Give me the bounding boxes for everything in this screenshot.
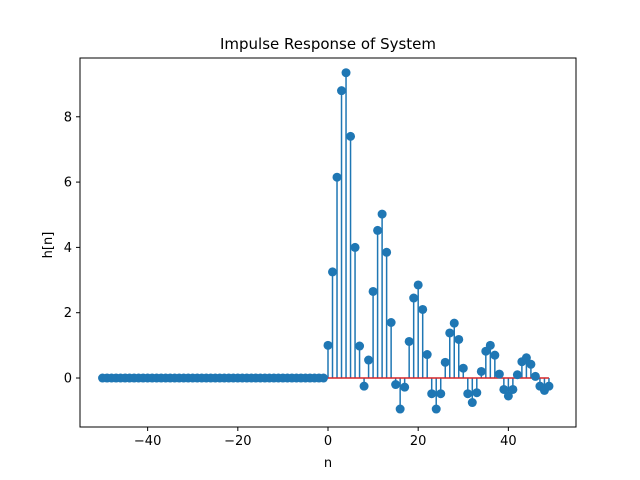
y-tick-label: 0	[64, 372, 72, 387]
x-tick-label: 40	[500, 434, 517, 449]
data-point	[346, 131, 356, 141]
data-point	[373, 225, 383, 235]
data-point	[436, 389, 446, 399]
data-point	[440, 357, 450, 367]
data-point	[490, 350, 500, 360]
data-point	[521, 353, 531, 363]
data-point	[318, 373, 328, 383]
data-point	[409, 293, 419, 303]
x-axis: −40 −20 0 20 40	[134, 427, 517, 449]
x-tick-label: 0	[324, 434, 332, 449]
data-point	[499, 384, 509, 394]
data-point	[463, 389, 473, 399]
x-tick-label: −20	[224, 434, 251, 449]
data-point	[400, 382, 410, 392]
data-point	[395, 404, 405, 414]
data-point	[418, 304, 428, 314]
data-point	[485, 340, 495, 350]
data-point	[413, 280, 423, 290]
data-point	[323, 340, 333, 350]
data-point	[445, 328, 455, 338]
chart-title: Impulse Response of System	[220, 35, 436, 53]
data-point	[544, 381, 554, 391]
data-point	[494, 369, 504, 379]
data-point	[530, 371, 540, 381]
data-point	[355, 341, 365, 351]
data-point	[458, 363, 468, 373]
data-point	[341, 68, 351, 78]
data-point	[512, 370, 522, 380]
data-point	[431, 404, 441, 414]
y-tick-label: 6	[64, 176, 72, 191]
data-point	[337, 86, 347, 96]
data-point	[404, 336, 414, 346]
x-tick-label: −40	[134, 434, 161, 449]
y-tick-label: 4	[64, 241, 72, 256]
data-point	[368, 286, 378, 296]
plot-area	[98, 68, 554, 414]
data-point	[382, 247, 392, 257]
y-axis: 0 2 4 6 8	[64, 110, 80, 387]
data-point	[350, 242, 360, 252]
data-point	[422, 350, 432, 360]
data-point	[359, 381, 369, 391]
data-point	[526, 359, 536, 369]
data-point	[472, 388, 482, 398]
data-point	[427, 389, 437, 399]
data-point	[476, 366, 486, 376]
data-point	[449, 318, 459, 328]
data-point	[386, 318, 396, 328]
x-axis-label: n	[324, 456, 332, 471]
data-point	[508, 384, 518, 394]
data-point	[377, 209, 387, 219]
data-point	[454, 334, 464, 344]
y-tick-label: 8	[64, 110, 72, 125]
data-point	[467, 398, 477, 408]
data-point	[391, 380, 401, 390]
x-tick-label: 20	[410, 434, 427, 449]
y-axis-label: h[n]	[41, 232, 56, 259]
data-point	[332, 172, 342, 182]
data-point	[364, 355, 374, 365]
data-point	[328, 267, 338, 277]
data-point	[503, 391, 513, 401]
y-tick-label: 2	[64, 306, 72, 321]
